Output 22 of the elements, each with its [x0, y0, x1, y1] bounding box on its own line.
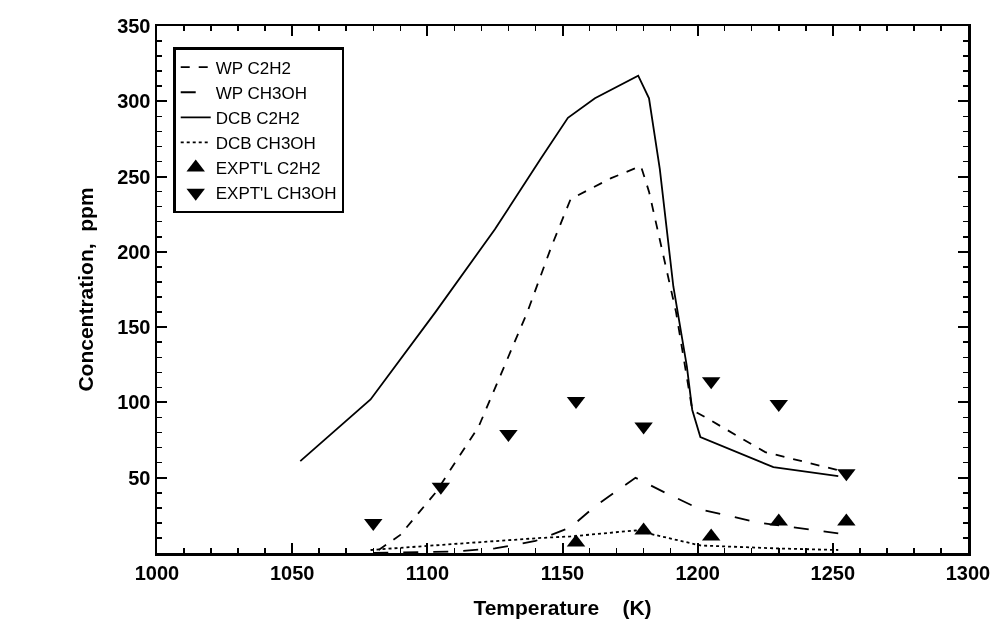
- y-tick-label: 50: [128, 466, 151, 489]
- x-tick-label: 1250: [810, 561, 856, 584]
- legend-label: EXPT'L CH3OH: [215, 184, 337, 204]
- x-tick-label: 1000: [134, 561, 180, 584]
- x-tick-label: 1200: [675, 561, 720, 584]
- x-tick-label: 1150: [540, 561, 585, 584]
- legend-label: WP C2H2: [215, 58, 291, 78]
- x-tick-label: 1100: [405, 561, 450, 584]
- x-tick-label: 1300: [945, 561, 991, 584]
- x-tick-label: 1050: [269, 561, 315, 584]
- legend-label: DCB CH3OH: [215, 134, 316, 154]
- y-tick-label: 350: [117, 15, 151, 37]
- y-axis-title: Concentration, ppm: [74, 187, 98, 392]
- y-tick-label: 100: [117, 391, 151, 414]
- y-tick-label: 200: [117, 240, 151, 263]
- y-tick-label: 150: [117, 316, 151, 339]
- x-axis-title: Temperature (K): [473, 595, 652, 619]
- legend-label: EXPT'L C2H2: [215, 159, 321, 179]
- y-tick-label: 300: [117, 90, 151, 113]
- legend-label: WP CH3OH: [215, 83, 308, 103]
- legend-label: DCB C2H2: [215, 108, 300, 128]
- y-tick-label: 250: [117, 165, 151, 188]
